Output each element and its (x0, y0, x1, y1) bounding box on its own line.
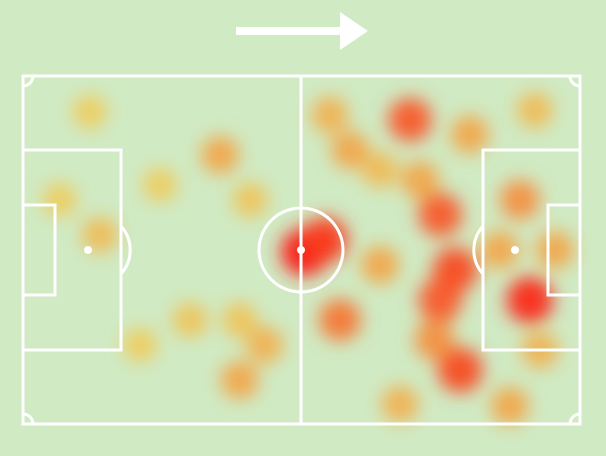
heat-spot (418, 192, 463, 237)
heat-spot (172, 302, 208, 338)
corner-arcs (22, 75, 581, 425)
heat-spot (143, 167, 178, 202)
heat-spot (381, 385, 419, 423)
heat-spot (361, 245, 400, 284)
heat-spot (318, 298, 361, 341)
heat-spot (499, 179, 540, 220)
heat-spot (450, 115, 489, 154)
heat-spot (81, 217, 118, 254)
pitch (21, 74, 582, 426)
heat-spot (535, 231, 574, 269)
heat-spot (388, 97, 433, 142)
penalty-arc (119, 225, 132, 275)
penalty-arc (472, 225, 485, 275)
direction-arrow (236, 12, 368, 50)
goal-area (21, 203, 57, 297)
heat-spot (222, 302, 258, 338)
arrow-head (340, 12, 368, 50)
heat-spot (246, 326, 284, 364)
center-spot (297, 246, 305, 254)
heat-spot (506, 276, 554, 324)
goal-area (546, 203, 582, 297)
heat-spot (414, 320, 455, 361)
heat-spot (490, 386, 529, 425)
center-circle (257, 206, 345, 294)
heat-spot (516, 92, 553, 129)
heat-spot (232, 182, 268, 218)
heat-spot (418, 278, 463, 323)
heat-spot (480, 231, 519, 269)
heat-spot (220, 361, 259, 400)
heat-spot (437, 347, 483, 393)
heat-spot (311, 96, 349, 134)
penalty-spot (84, 246, 92, 254)
heat-spot (401, 161, 440, 200)
heat-layer (42, 92, 574, 425)
heat-spot (330, 131, 369, 170)
heat-spot (201, 135, 240, 174)
heat-spot (72, 94, 107, 129)
heat-spot (362, 151, 399, 188)
heat-spot (42, 182, 77, 217)
penalty-spot (511, 246, 519, 254)
heat-spot (122, 328, 157, 363)
